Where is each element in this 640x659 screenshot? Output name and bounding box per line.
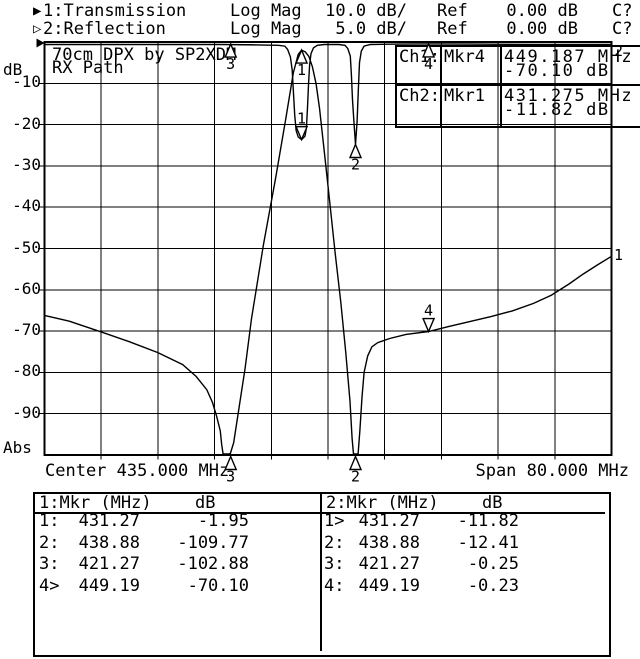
marker-1-ch2-label: 1 — [297, 110, 306, 128]
marker-row-number: 2: — [39, 532, 60, 553]
channel1-scale: 10.0 dB/ — [325, 1, 407, 21]
y-axis-abs-label: Abs — [3, 438, 32, 457]
info-box2-marker: Mkr1 — [444, 86, 485, 106]
marker-readout-table: 1:Mkr (MHz) dB 2:Mkr (MHz) dB 1: 431.27 -1… — [33, 492, 611, 657]
table-left-db-header: dB — [195, 493, 216, 513]
channel1-ref-label: Ref — [437, 1, 468, 21]
marker-row-number: 4: — [324, 575, 345, 596]
marker-row-level: -109.77 — [177, 532, 249, 553]
y-tick-label: -30 — [12, 154, 41, 174]
marker-row-level: -102.88 — [177, 554, 249, 574]
table-right-header: 2:Mkr (MHz) — [326, 493, 439, 513]
marker-row-number: 1: — [39, 511, 60, 531]
y-tick-label: -60 — [12, 278, 41, 298]
info-box1-channel: Ch1: — [399, 47, 440, 67]
y-tick-label: -40 — [12, 196, 41, 216]
marker-row-frequency: 431.27 — [78, 511, 140, 531]
channel1-label: 1:Transmission — [43, 1, 187, 21]
y-tick-label: -90 — [12, 402, 41, 422]
trace1-id-label: 1 — [614, 246, 624, 264]
marker-row-number: 3: — [39, 554, 60, 574]
info-box-border-bottom — [395, 126, 640, 128]
marker-row-level: -12.41 — [457, 532, 519, 553]
marker-row-number: 2: — [324, 532, 345, 553]
channel2-ref-label: Ref — [437, 19, 468, 39]
x-axis-span-label: Span 80.000 MHz — [475, 461, 629, 481]
info-box-divider-1 — [440, 45, 442, 128]
channel2-ref-value: 0.00 dB — [506, 19, 578, 39]
marker-2-ch2-icon — [348, 142, 363, 159]
channel1-ref-value: 0.00 dB — [506, 1, 578, 21]
marker-row-number: 3: — [324, 554, 345, 574]
marker-row-level: -1.95 — [197, 511, 249, 531]
y-tick-label: -70 — [12, 320, 41, 340]
plot-title-line2: RX Path — [52, 58, 124, 78]
marker-1-ch1-label: 1 — [297, 61, 306, 79]
marker-row-frequency: 438.88 — [358, 532, 420, 553]
marker-row-number: 4> — [39, 575, 60, 596]
info-box1-level: -70.10 dB — [504, 61, 610, 81]
marker-4-ch1-label: 4 — [424, 302, 433, 320]
channel1-cal-status: C? — [612, 1, 633, 21]
info-box-border-left — [395, 45, 397, 128]
marker-row-level: -11.82 — [457, 511, 519, 531]
y-tick-label: -20 — [12, 113, 41, 133]
marker-row-frequency: 438.88 — [78, 532, 140, 553]
table-right-db-header: dB — [482, 493, 503, 513]
channel1-format: Log Mag — [230, 1, 302, 21]
trace2-id-label: 2 — [614, 42, 624, 60]
marker-row-level: -0.23 — [467, 575, 519, 596]
table-column-divider — [320, 494, 322, 651]
y-tick-label: -80 — [12, 361, 41, 381]
marker-1-ch1-icon — [295, 48, 309, 64]
channel2-scale: 5.0 dB/ — [335, 19, 407, 39]
marker-row-frequency: 449.19 — [78, 575, 140, 596]
channel2-cal-status: C? — [612, 19, 633, 39]
marker-row-frequency: 421.27 — [78, 554, 140, 574]
y-tick-label: -10 — [12, 72, 41, 92]
channel2-label: 2:Reflection — [43, 19, 166, 39]
marker-row-level: -70.10 — [187, 575, 249, 596]
marker-4-ch1-icon — [422, 317, 436, 334]
marker-2-ch2-label: 2 — [351, 156, 360, 174]
info-box2-level: -11.82 dB — [504, 100, 610, 120]
active-channel-marker-icon: ▶ — [33, 3, 42, 19]
y-axis-unit-label: dB — [3, 60, 23, 79]
marker-row-level: -0.25 — [467, 554, 519, 574]
marker-row-frequency: 431.27 — [358, 511, 420, 531]
marker-1-ch2-icon — [295, 125, 309, 142]
inactive-channel-marker-icon: ▷ — [33, 21, 42, 37]
x-axis-center-label: Center 435.000 MHz — [45, 461, 230, 481]
info-box2-channel: Ch2: — [399, 86, 440, 106]
info-box1-marker: Mkr4 — [444, 47, 485, 67]
table-left-header: 1:Mkr (MHz) — [39, 493, 152, 513]
marker-2-ch1-label: 2 — [351, 468, 360, 486]
y-tick-label: -50 — [12, 237, 41, 257]
marker-row-frequency: 449.19 — [358, 575, 420, 596]
marker-row-number: 1> — [324, 511, 345, 531]
ref-level-arrow-icon — [36, 38, 45, 48]
channel2-format: Log Mag — [230, 19, 302, 39]
offscale-marker-2-ch1-icon — [348, 454, 363, 471]
marker-row-frequency: 421.27 — [358, 554, 420, 574]
info-box-divider-2 — [500, 45, 502, 128]
